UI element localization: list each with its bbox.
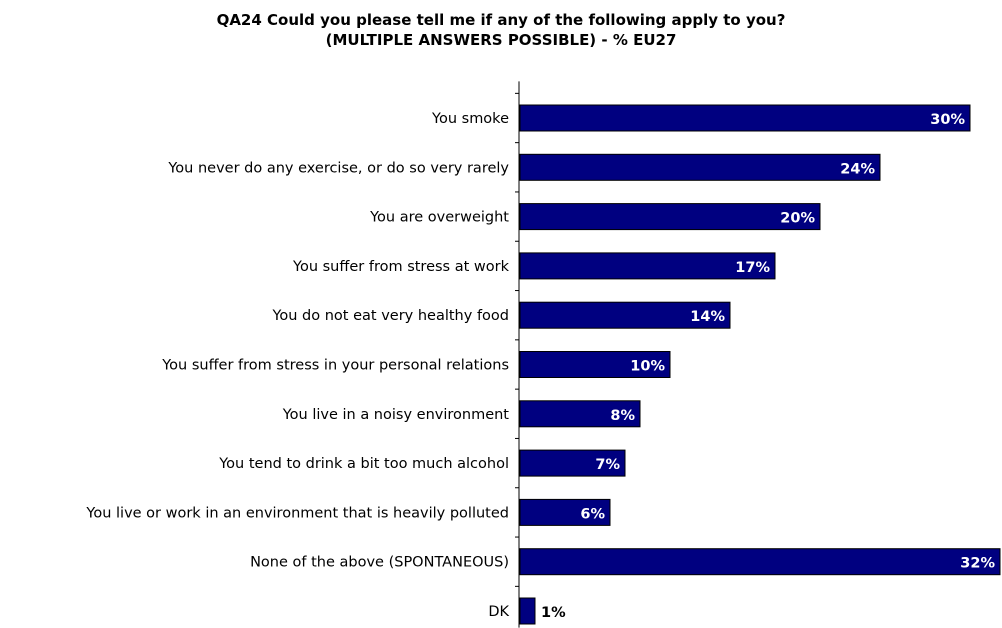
data-label: 14% <box>690 309 725 325</box>
bar <box>519 301 731 329</box>
bar <box>519 449 626 477</box>
bar <box>519 548 1001 576</box>
bar <box>519 153 881 181</box>
bar <box>519 400 641 428</box>
data-label: 1% <box>541 605 566 621</box>
bar <box>519 597 536 625</box>
category-label: You smoke <box>431 111 509 127</box>
category-label: None of the above (SPONTANEOUS) <box>250 555 509 571</box>
data-label: 10% <box>630 359 665 375</box>
data-label: 30% <box>930 112 965 128</box>
category-label: You suffer from stress in your personal … <box>161 358 509 374</box>
category-label: You are overweight <box>369 210 509 226</box>
data-label: 32% <box>960 556 995 572</box>
category-label: You live in a noisy environment <box>282 407 510 423</box>
category-label: You tend to drink a bit too much alcohol <box>218 456 509 472</box>
category-label: You live or work in an environment that … <box>85 505 509 521</box>
category-label: You suffer from stress at work <box>292 259 510 275</box>
chart-title: QA24 Could you please tell me if any of … <box>216 11 786 29</box>
bar <box>519 351 671 378</box>
data-label: 7% <box>595 457 620 473</box>
data-label: 20% <box>780 211 815 227</box>
category-label: DK <box>488 604 509 620</box>
data-label: 17% <box>735 260 770 276</box>
bar <box>519 203 821 231</box>
category-label: You never do any exercise, or do so very… <box>167 160 509 176</box>
chart-subtitle: (MULTIPLE ANSWERS POSSIBLE) - % EU27 <box>325 31 677 49</box>
bar <box>519 252 776 280</box>
category-label: You do not eat very healthy food <box>271 308 509 324</box>
data-label: 24% <box>840 161 875 177</box>
data-label: 6% <box>580 506 605 522</box>
bar <box>519 104 971 132</box>
data-label: 8% <box>610 408 635 424</box>
chart-title-block: QA24 Could you please tell me if any of … <box>0 10 1002 50</box>
bar <box>519 498 611 526</box>
